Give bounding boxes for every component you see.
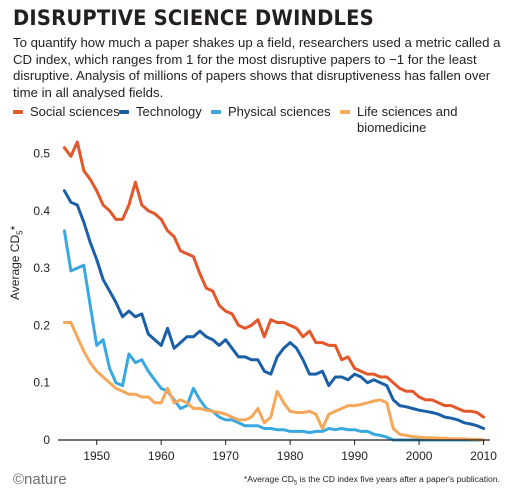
legend-item-social-sciences: Social sciences	[13, 104, 120, 120]
legend-item-physical-sciences: Physical sciences	[211, 104, 331, 120]
footnote: *Average CD5 is the CD index five years …	[244, 474, 500, 487]
legend-item-life-sciences: Life sciences and biomedicine	[340, 104, 477, 136]
legend-swatch-life-sciences	[340, 110, 350, 114]
y-axis-title-main: Average CD	[8, 234, 22, 300]
y-tick-label: 0.2	[33, 318, 50, 332]
y-axis-title-sub: 5	[15, 230, 25, 235]
y-tick-label: 0.3	[33, 261, 50, 275]
x-tick-label: 2000	[406, 449, 433, 463]
legend-item-technology: Technology	[119, 104, 202, 120]
x-tick-label: 1990	[341, 449, 368, 463]
chart-title: DISRUPTIVE SCIENCE DWINDLES	[13, 6, 374, 30]
legend-swatch-physical-sciences	[211, 110, 221, 114]
legend-label-physical-sciences: Physical sciences	[228, 104, 331, 119]
series-line-3	[62, 321, 486, 442]
y-tick-label: 0.1	[33, 376, 50, 390]
footnote-sub: 5	[293, 480, 298, 487]
x-tick-label: 1980	[277, 449, 304, 463]
y-tick-label: 0.5	[33, 146, 50, 160]
legend-label-life-sciences: Life sciences and biomedicine	[357, 104, 458, 135]
y-axis-title: Average CD5*	[8, 226, 24, 300]
legend-swatch-social-sciences	[13, 110, 23, 114]
x-tick-label: 1950	[83, 449, 110, 463]
legend-swatch-technology	[119, 110, 129, 114]
legend: Social sciences Technology Physical scie…	[13, 104, 508, 144]
x-tick-label: 2010	[470, 449, 497, 463]
nature-logo: ©nature	[13, 471, 67, 488]
footnote-suffix: is the CD index five years after a paper…	[297, 474, 500, 484]
chart-description: To quantify how much a paper shakes up a…	[13, 35, 501, 100]
series-line-0	[62, 140, 486, 419]
x-tick-label: 1960	[148, 449, 175, 463]
footnote-prefix: *Average CD	[243, 474, 294, 484]
y-tick-label: 0.4	[33, 204, 50, 218]
series-line-1	[62, 189, 486, 430]
x-tick-label: 1970	[212, 449, 239, 463]
y-tick-label: 0	[43, 433, 50, 447]
legend-label-technology: Technology	[136, 104, 202, 119]
legend-label-social-sciences: Social sciences	[30, 104, 120, 119]
y-axis-title-suffix: *	[8, 225, 22, 231]
